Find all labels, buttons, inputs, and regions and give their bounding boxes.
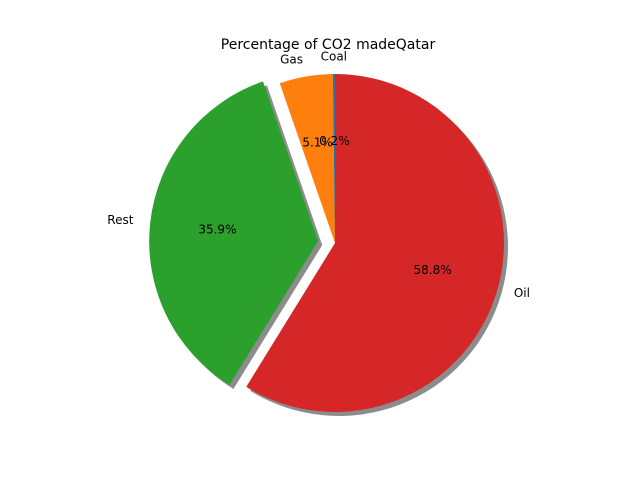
chart-title: Percentage of CO2 madeQatar bbox=[221, 37, 436, 53]
pie-slice-oil bbox=[246, 74, 504, 412]
label-layer: Coal 0.2% Gas 5.1% Rest 35.9% Oil 58.8% bbox=[107, 50, 530, 301]
pie-slice-coal bbox=[332, 74, 335, 243]
slice-percent-rest: 35.9% bbox=[198, 223, 236, 237]
slice-percent-oil: 58.8% bbox=[413, 263, 451, 277]
pie-slice-gas bbox=[279, 74, 335, 244]
slice-percent-coal: 0.2% bbox=[319, 134, 350, 148]
slice-label-coal: Coal bbox=[321, 50, 347, 64]
slice-label-gas: Gas bbox=[280, 52, 303, 66]
slice-label-oil: Oil bbox=[514, 286, 530, 300]
slice-percent-gas: 5.1% bbox=[302, 136, 333, 150]
pie-slice-rest bbox=[149, 81, 319, 385]
slice-layer bbox=[149, 74, 504, 412]
slice-label-rest: Rest bbox=[107, 213, 133, 227]
